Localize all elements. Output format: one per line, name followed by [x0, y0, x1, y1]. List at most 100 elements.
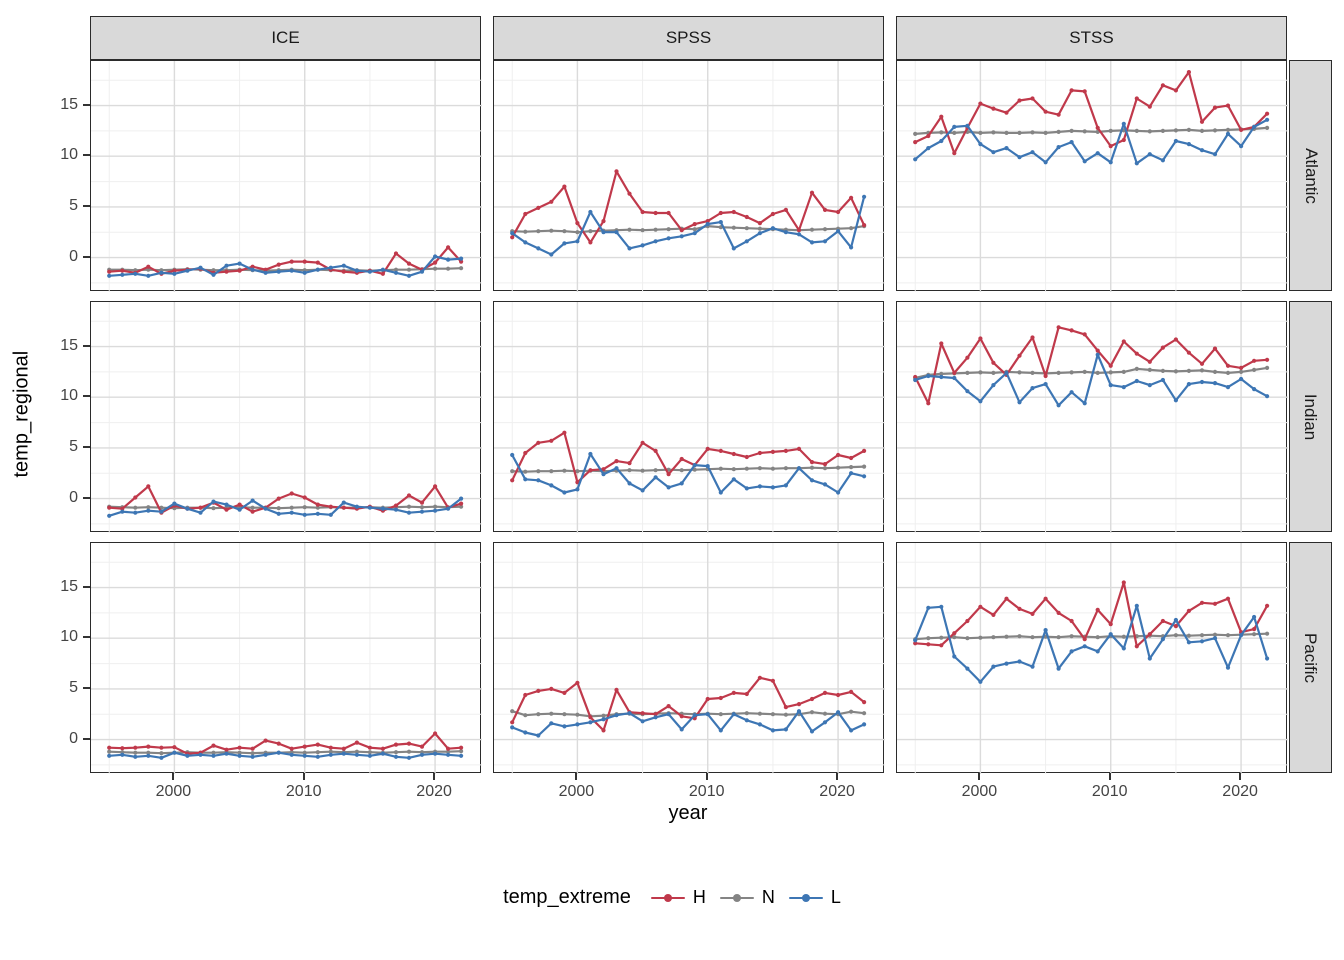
series-N-point	[978, 130, 983, 135]
series-H-point	[965, 618, 970, 624]
series-N-point	[1212, 632, 1218, 637]
series-H-point	[991, 106, 996, 111]
series-L-point	[172, 271, 177, 276]
series-N-point	[159, 751, 164, 756]
series-L-point	[965, 123, 970, 128]
series-N-point	[822, 711, 828, 716]
facet-col-strip-spss: SPSS	[493, 16, 884, 60]
series-L-point	[276, 269, 281, 274]
series-H-point	[627, 461, 632, 466]
series-H-point	[601, 219, 606, 224]
series-N-point	[1186, 127, 1191, 132]
series-N-line	[511, 465, 866, 473]
series-N-point	[757, 226, 762, 231]
series-L-point	[601, 717, 606, 722]
facet-col-label: STSS	[1069, 28, 1114, 47]
series-L-point	[692, 463, 697, 468]
series-L-point	[1199, 639, 1205, 644]
series-H-line	[511, 170, 866, 244]
series-L-point	[1069, 140, 1074, 145]
series-N-point	[627, 227, 632, 232]
series-H-line	[108, 732, 463, 755]
series-N-point	[1160, 368, 1165, 373]
series-L-point	[419, 269, 425, 274]
series-L-point	[459, 753, 464, 758]
series-H-point	[393, 251, 399, 256]
series-L-point	[926, 146, 931, 151]
series-H-point	[120, 506, 125, 511]
series-L-point	[523, 730, 528, 735]
series-N-point	[1121, 369, 1126, 374]
series-L-point	[913, 638, 918, 643]
series-N-line	[914, 126, 1269, 136]
panel-canvas	[494, 302, 885, 533]
series-H-point	[250, 509, 255, 514]
series-L-point	[731, 246, 736, 251]
series-N-point	[146, 505, 151, 510]
series-H-point	[1108, 363, 1113, 368]
series-N-point	[718, 466, 723, 471]
series-L-point	[653, 715, 658, 720]
series-H-point	[1212, 346, 1218, 351]
series-L-point	[666, 485, 671, 490]
series-L-point	[562, 241, 567, 246]
series-N-point	[1030, 635, 1035, 640]
series-L-line	[914, 353, 1269, 407]
series-L-point	[1173, 138, 1178, 144]
series-H-point	[107, 269, 112, 274]
series-N-point	[289, 505, 294, 510]
panel-canvas	[91, 543, 482, 774]
series-H-point	[1252, 358, 1257, 363]
series-L-point	[679, 234, 684, 239]
series-H-point	[575, 221, 580, 226]
series-L-point	[1199, 148, 1205, 153]
series-H-point	[1225, 363, 1231, 368]
y-tick-label: 10	[60, 387, 78, 405]
series-L-point	[601, 472, 606, 477]
panel-spss-indian	[493, 301, 885, 533]
series-L-point	[367, 269, 372, 274]
x-axis-title: year	[668, 802, 708, 824]
series-H-point	[1186, 608, 1191, 613]
series-L-point	[614, 230, 619, 235]
series-L-point	[809, 729, 815, 734]
series-H-point	[1147, 104, 1152, 109]
series-H-point	[523, 450, 528, 456]
legend-label-h: H	[692, 887, 706, 907]
series-N-point	[1212, 128, 1218, 133]
series-H-point	[809, 460, 815, 465]
series-H-point	[939, 114, 944, 119]
series-L-point	[913, 157, 918, 162]
series-H-point	[1147, 632, 1152, 637]
series-L-point	[1004, 661, 1009, 666]
series-L-point	[1225, 665, 1231, 670]
series-H-point	[328, 504, 333, 509]
series-L-point	[705, 712, 710, 717]
series-L-point	[614, 466, 619, 471]
series-N-point	[393, 267, 399, 272]
series-H-point	[289, 259, 294, 264]
series-H-point	[952, 370, 957, 375]
series-N-point	[211, 506, 216, 511]
series-H-point	[978, 604, 983, 609]
series-L-point	[354, 752, 359, 757]
y-axis-title: temp_regional	[10, 350, 33, 478]
series-L-point	[146, 753, 151, 758]
series-H-point	[341, 505, 346, 510]
y-tick-label: 0	[69, 729, 78, 747]
series-H-point	[939, 643, 944, 648]
series-H-point	[757, 450, 762, 456]
panel-canvas	[897, 543, 1288, 774]
series-H-point	[276, 741, 281, 746]
series-N-point	[536, 712, 541, 717]
series-N-point	[393, 750, 399, 755]
y-tick-mark	[83, 737, 90, 740]
series-L-point	[1265, 117, 1270, 122]
series-N-point	[133, 505, 138, 510]
series-N-point	[862, 464, 867, 469]
series-L-point	[107, 273, 112, 278]
series-L-point	[159, 270, 164, 275]
series-L-point	[588, 209, 593, 215]
series-L-point	[1030, 664, 1035, 669]
series-H-point	[523, 692, 528, 698]
